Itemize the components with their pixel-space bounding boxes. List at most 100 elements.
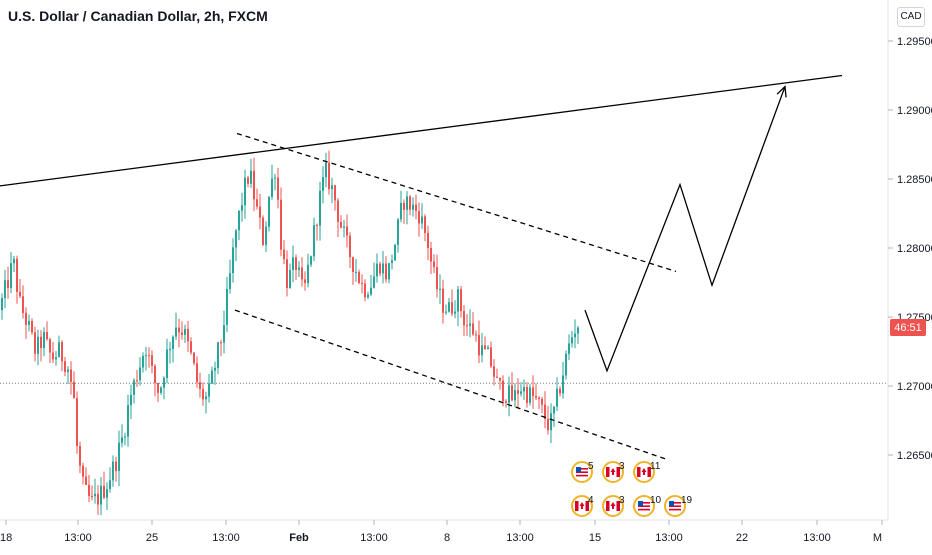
candle-down	[427, 232, 429, 249]
candle-down	[418, 211, 420, 224]
candle-up	[319, 190, 321, 226]
candle-down	[82, 465, 84, 477]
candle-up	[400, 202, 402, 220]
candle-up	[457, 289, 459, 312]
plot-area[interactable]	[0, 0, 888, 520]
candle-down	[358, 271, 360, 283]
y-tick-label: 1.29000	[897, 105, 932, 117]
candle-up	[376, 263, 378, 277]
candle-up	[169, 349, 171, 351]
candle-down	[430, 248, 432, 262]
calendar-event[interactable]: 5	[571, 461, 594, 483]
candle-up	[421, 216, 423, 224]
currency-button[interactable]: CAD	[897, 7, 925, 27]
candle-up	[205, 396, 207, 400]
events-layer[interactable]: 5 3 11 4 3 10 19	[571, 461, 693, 517]
candle-up	[67, 369, 69, 372]
candle-down	[103, 485, 105, 498]
ca-flag-icon	[579, 502, 585, 509]
candle-down	[502, 380, 504, 402]
candle-up	[124, 436, 126, 438]
x-tick-label: 13:00	[803, 532, 831, 544]
candle-down	[337, 200, 339, 222]
candle-up	[112, 461, 114, 481]
candle-up	[226, 288, 228, 325]
x-tick-label: 15	[589, 532, 601, 544]
candle-up	[118, 442, 120, 472]
us-flag-icon	[576, 467, 581, 472]
calendar-event[interactable]: 3	[602, 495, 625, 517]
candle-down	[526, 386, 528, 403]
candle-up	[412, 204, 414, 210]
candle-down	[496, 376, 498, 378]
candle-up	[565, 353, 567, 376]
candle-up	[487, 347, 489, 350]
event-count: 19	[681, 495, 693, 506]
price-axis[interactable]: 1.265001.270001.275001.280001.285001.290…	[888, 36, 932, 462]
calendar-event[interactable]: 3	[602, 461, 625, 483]
y-tick-label: 1.28000	[897, 243, 932, 255]
candle-up	[367, 294, 369, 298]
candle-up	[268, 196, 270, 227]
us-flag-stripe	[669, 505, 681, 507]
calendar-event[interactable]: 19	[664, 495, 693, 517]
candle-up	[223, 324, 225, 343]
candle-up	[163, 377, 165, 388]
ca-flag-icon	[641, 468, 647, 475]
candle-up	[568, 343, 570, 354]
candle-up	[271, 178, 273, 197]
candle-up	[391, 260, 393, 264]
candle-down	[352, 257, 354, 273]
y-tick-label: 1.26500	[897, 450, 932, 462]
candle-up	[274, 177, 276, 179]
candle-up	[145, 355, 147, 357]
time-axis[interactable]: 18 13:00 25 13:00 Feb 13:00 8 13:00 15 13:00 22 13:…	[0, 520, 883, 544]
projection-path[interactable]	[584, 86, 786, 373]
candle-up	[172, 336, 174, 350]
ca-flag-icon	[610, 502, 616, 509]
y-tick-label: 1.28500	[897, 174, 932, 186]
candle-down	[88, 484, 90, 496]
candle-down	[46, 331, 48, 340]
candle-up	[454, 311, 456, 314]
candle-up	[331, 185, 333, 190]
candle-down	[478, 335, 480, 356]
ca-flag-left	[606, 501, 610, 511]
candle-up	[139, 367, 141, 381]
drawings-layer[interactable]	[0, 74, 843, 460]
us-flag-stripe	[669, 508, 681, 511]
candle-up	[373, 276, 375, 288]
candle-down	[85, 476, 87, 485]
channel-lower-line[interactable]	[234, 309, 667, 460]
candle-down	[304, 279, 306, 284]
candle-up	[43, 331, 45, 349]
candle-up	[289, 269, 291, 289]
channel-upper-line[interactable]	[236, 132, 677, 273]
candle-down	[451, 302, 453, 314]
calendar-event[interactable]: 4	[571, 495, 594, 517]
candle-down	[79, 446, 81, 466]
us-flag-stripe	[669, 502, 681, 504]
candle-down	[259, 206, 261, 218]
resistance-trendline[interactable]	[0, 74, 843, 187]
candle-down	[16, 258, 18, 292]
calendar-event[interactable]: 11	[633, 461, 661, 483]
candle-up	[121, 437, 123, 443]
candle-down	[349, 235, 351, 258]
candle-up	[94, 493, 96, 497]
candle-down	[64, 361, 66, 372]
calendar-event[interactable]: 10	[633, 495, 662, 517]
candle-down	[409, 196, 411, 210]
candle-up	[127, 405, 129, 437]
price-tag-label: 46:51	[894, 322, 922, 334]
ca-flag-right	[647, 467, 651, 477]
candle-down	[181, 332, 183, 335]
x-tick-label: Feb	[289, 532, 309, 544]
candle-down	[76, 398, 78, 447]
us-flag-stripe	[638, 505, 650, 507]
candle-down	[511, 385, 513, 401]
candle-down	[193, 352, 195, 364]
candle-down	[256, 199, 258, 207]
